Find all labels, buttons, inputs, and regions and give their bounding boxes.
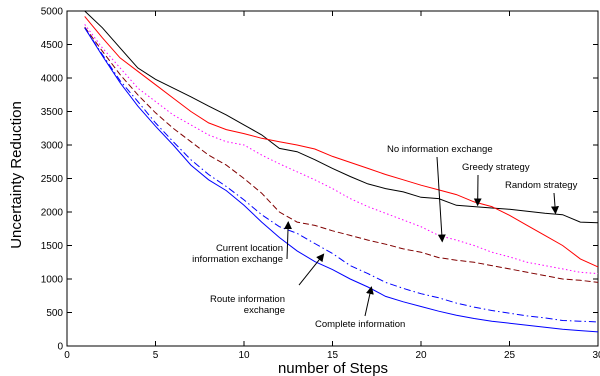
axes: 0 5 10 15 20 25 30 0 500 1000 1500 2000 2500 3000 3500… — [41, 7, 600, 362]
annotations: No information exchange Greedy strategy Ra… — [192, 144, 577, 330]
x-tick-label: 25 — [504, 350, 516, 361]
x-tick-label: 0 — [64, 350, 70, 361]
annotation-label: exchange — [244, 305, 285, 316]
series-line-6 — [84, 27, 599, 333]
series-line-1 — [84, 10, 599, 224]
series-line-4 — [84, 26, 599, 283]
y-tick-label: 5000 — [41, 7, 64, 18]
annotation-label: Route information — [210, 294, 285, 305]
annotation-label: No information exchange — [387, 144, 493, 155]
y-tick-label: 500 — [46, 308, 63, 319]
x-tick-label: 10 — [238, 350, 250, 361]
y-tick-label: 4000 — [41, 74, 64, 85]
x-tick-label: 15 — [327, 350, 339, 361]
y-tick-label: 2500 — [41, 174, 64, 185]
x-tick-label: 20 — [415, 350, 427, 361]
plot-frame — [66, 10, 599, 347]
y-tick-label: 0 — [57, 342, 63, 353]
annotation-label: Complete information — [315, 319, 405, 330]
annotation-arrow — [364, 286, 374, 317]
y-tick-label: 2000 — [41, 208, 64, 219]
series-line-5 — [84, 27, 599, 323]
annotation-label: information exchange — [192, 254, 283, 265]
annotation-arrow — [436, 156, 446, 243]
y-tick-label: 3500 — [41, 107, 64, 118]
y-tick-label: 4500 — [41, 40, 64, 51]
x-tick-label: 30 — [592, 350, 600, 361]
series-layer — [84, 10, 599, 333]
y-tick-label: 1500 — [41, 241, 64, 252]
annotation-arrow — [284, 221, 293, 260]
annotation-label: Greedy strategy — [462, 162, 530, 173]
x-axis-label: number of Steps — [278, 360, 388, 376]
y-tick-label: 1000 — [41, 275, 64, 286]
annotation-label: Current location — [216, 243, 283, 254]
annotation-arrow — [298, 253, 325, 286]
series-line-3 — [84, 24, 599, 275]
x-tick-label: 5 — [153, 350, 159, 361]
annotation-label: Random strategy — [505, 180, 578, 191]
annotation-arrow — [551, 192, 559, 215]
y-axis-label: Uncertainty Reduction — [8, 101, 25, 249]
series-line-2 — [84, 16, 599, 268]
y-tick-label: 3000 — [41, 141, 64, 152]
